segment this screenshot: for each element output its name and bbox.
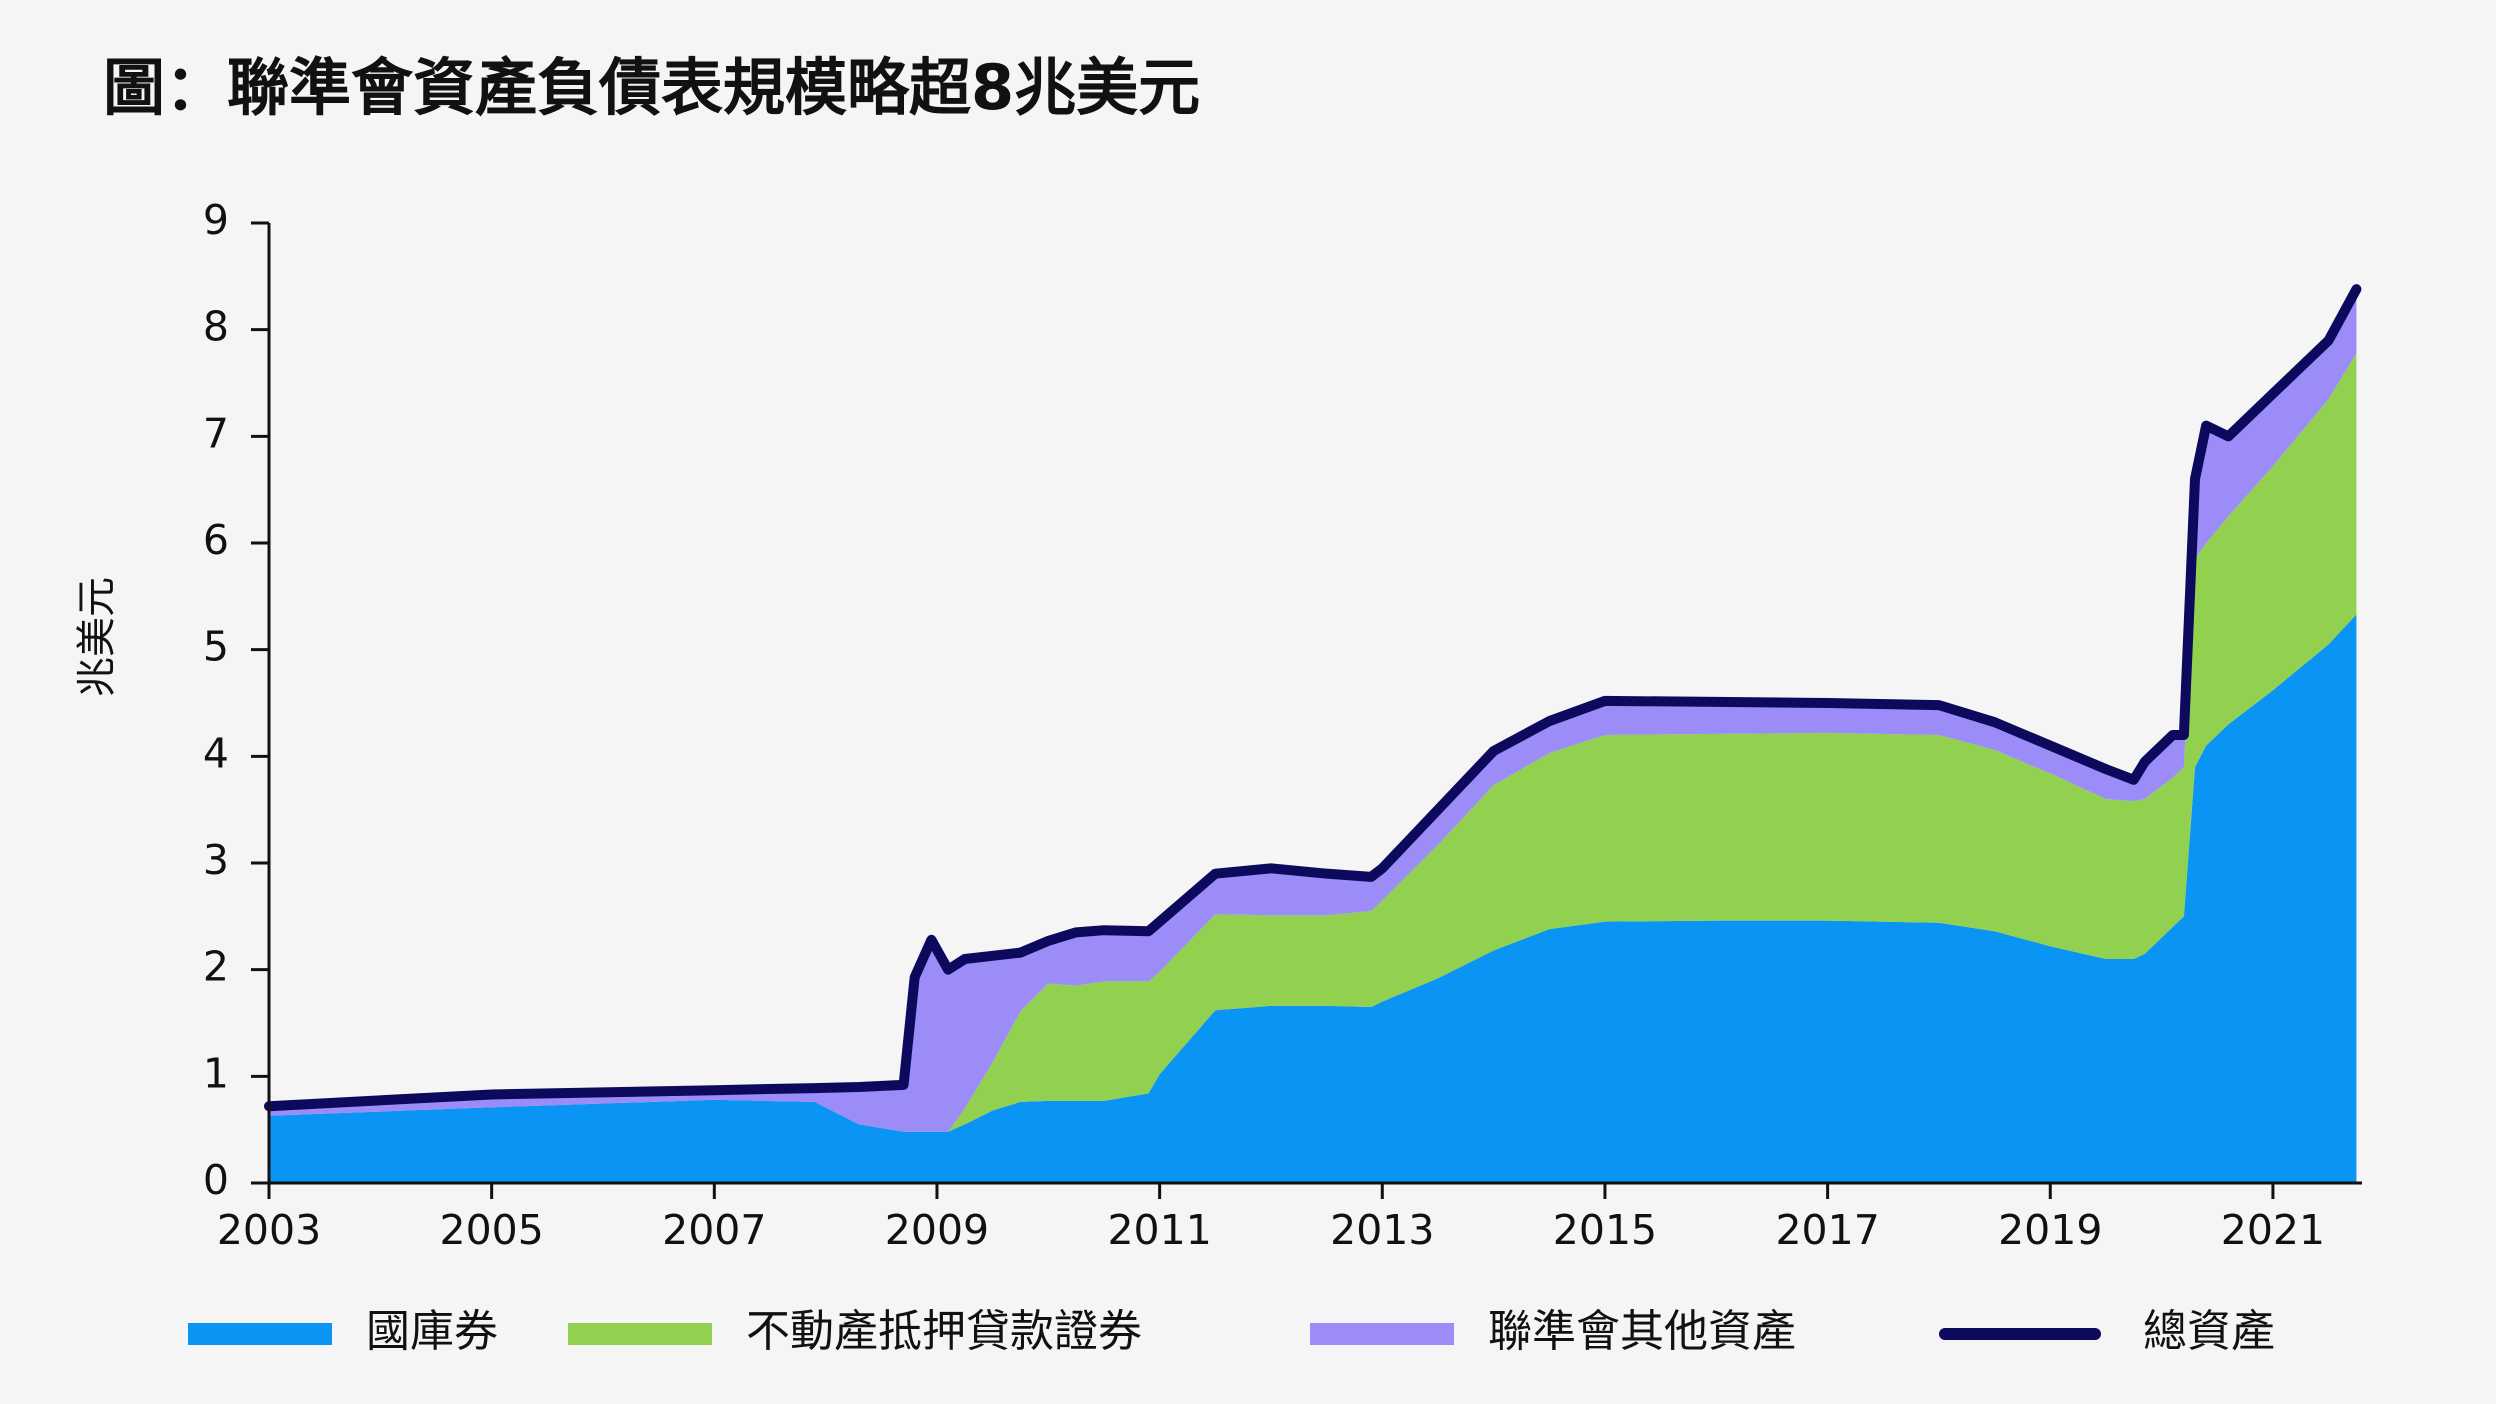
x-tick-label: 2003 [217, 1206, 321, 1254]
legend-label: 國庫券 [366, 1306, 498, 1357]
x-tick-label: 2013 [1330, 1206, 1434, 1254]
line [264, 284, 2362, 1112]
area [269, 289, 2357, 1132]
y-tick-label: 3 [203, 836, 229, 884]
legend-swatch [188, 1323, 332, 1345]
y-tick-label: 4 [203, 729, 229, 777]
y-tick-label: 8 [203, 303, 229, 351]
y-tick-label: 6 [203, 516, 229, 564]
y-tick-label: 9 [203, 196, 229, 244]
area [269, 614, 2357, 1183]
y-tick-label: 5 [203, 623, 229, 671]
y-tick-label: 2 [203, 943, 229, 991]
x-tick-label: 2017 [1775, 1206, 1879, 1254]
chart-title: 圖：聯準會資產負債表規模略超8兆美元 [103, 51, 1200, 124]
legend-label: 總資產 [2143, 1306, 2275, 1357]
x-tick-label: 2021 [2221, 1206, 2325, 1254]
y-tick-label: 7 [203, 409, 229, 457]
x-tick-label: 2009 [885, 1206, 989, 1254]
legend-swatch [568, 1323, 712, 1345]
y-axis-label: 兆美元 [74, 577, 120, 697]
x-tick-label: 2007 [662, 1206, 766, 1254]
area [269, 353, 2357, 1132]
legend-label: 聯準會其他資產 [1488, 1306, 1796, 1357]
legend-label: 不動產抵押貸款證券 [746, 1306, 1142, 1357]
x-tick-label: 2011 [1107, 1206, 1211, 1254]
y-tick-label: 0 [203, 1156, 229, 1204]
x-tick-label: 2015 [1553, 1206, 1657, 1254]
y-tick-label: 1 [203, 1049, 229, 1097]
legend-swatch [1310, 1323, 1454, 1345]
x-tick-label: 2019 [1998, 1206, 2102, 1254]
x-tick-label: 2005 [439, 1206, 543, 1254]
